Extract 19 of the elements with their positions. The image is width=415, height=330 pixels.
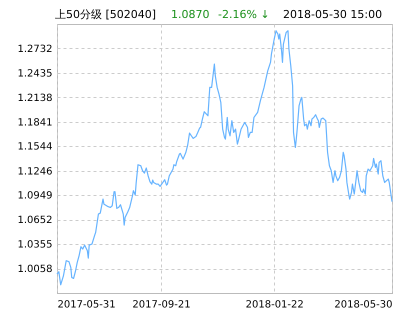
text: 2018-05-30 15:00 xyxy=(283,8,382,21)
y-tick-label: 1.2138 xyxy=(18,92,52,104)
chart-title: 上50分级 [502040] xyxy=(55,8,156,21)
y-tick-label: 1.2435 xyxy=(18,68,52,80)
y-tick-label: 1.0058 xyxy=(18,264,52,276)
y-tick-label: 1.1841 xyxy=(18,117,52,128)
text: -2.16% ↓ xyxy=(218,8,270,21)
y-tick-label: 1.0652 xyxy=(18,215,52,226)
y-tick-label: 1.0355 xyxy=(18,240,52,251)
x-tick-label: 2018-05-30 xyxy=(334,300,392,310)
y-tick-label: 1.1246 xyxy=(18,166,52,178)
x-tick-label: 2017-05-31 xyxy=(58,300,116,310)
x-tick-label: 2018-01-22 xyxy=(246,300,304,310)
y-tick-label: 1.1544 xyxy=(18,142,52,153)
line-series xyxy=(56,30,393,286)
x-tick-label: 2017-09-21 xyxy=(132,300,191,310)
text: 1.0870 xyxy=(171,8,210,21)
y-tick-label: 1.0949 xyxy=(18,190,52,202)
y-tick-label: 1.2732 xyxy=(18,44,52,55)
